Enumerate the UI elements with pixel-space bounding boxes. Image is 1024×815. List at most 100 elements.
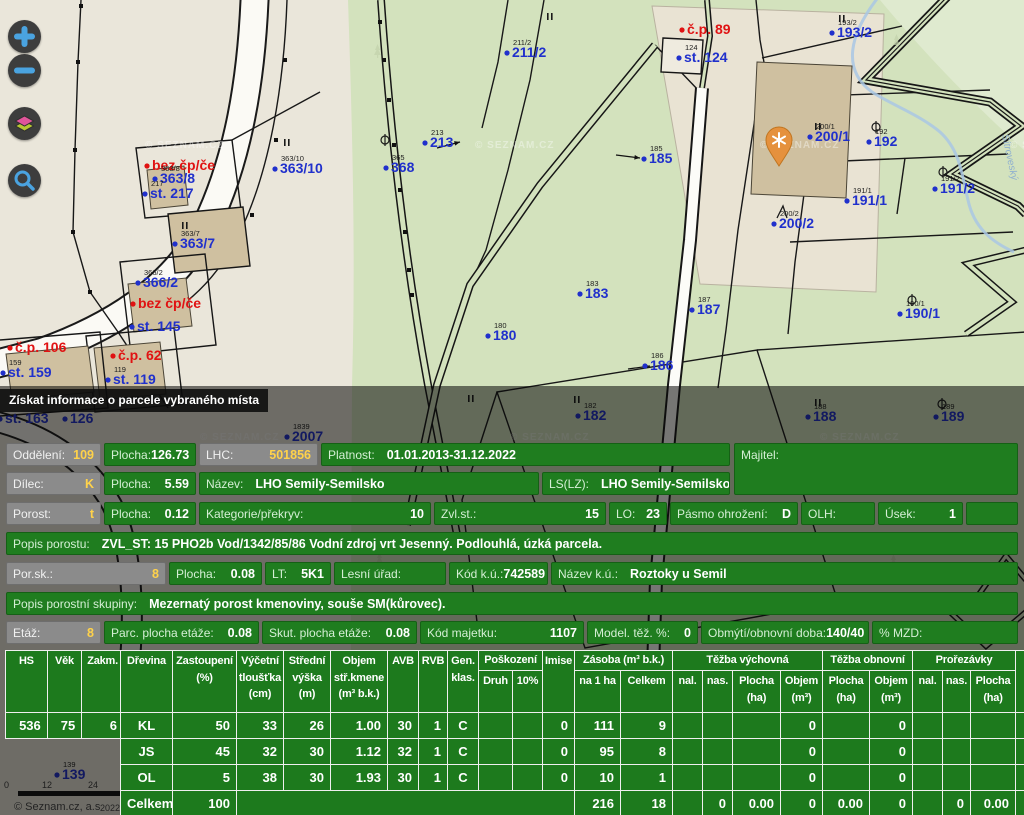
map-attribution: © Seznam.cz, a.s bbox=[14, 801, 101, 813]
field-value: 126.73 bbox=[151, 448, 189, 462]
column-header-zasoba-m-b-k: Zásoba (m³ b.k.) bbox=[575, 651, 673, 671]
species-mark-icon bbox=[182, 222, 184, 229]
field-value: 742589 bbox=[503, 567, 545, 581]
map-label-182: 182182 bbox=[575, 401, 606, 423]
cell: 0 bbox=[543, 739, 575, 765]
watermark: © SEZNAM.CZ bbox=[820, 432, 899, 443]
field-label: LT: bbox=[272, 567, 287, 581]
layers-icon bbox=[8, 107, 41, 140]
field-value: 23 bbox=[646, 507, 660, 521]
field-platnost: Platnost:01.01.2013-31.12.2022 bbox=[321, 443, 730, 466]
map-point bbox=[0, 370, 5, 375]
map-label-text: 189 bbox=[941, 408, 965, 424]
field-mzd: % MZD: bbox=[872, 621, 1018, 644]
field-label: Dílec: bbox=[13, 477, 44, 491]
cell bbox=[733, 713, 781, 739]
map-point bbox=[422, 140, 427, 145]
svg-text:12: 12 bbox=[42, 780, 52, 790]
field-value: 8 bbox=[87, 626, 94, 640]
subcolumn-header-plocha-ha: Plocha (ha) bbox=[971, 671, 1016, 713]
cell bbox=[673, 713, 703, 739]
hs-age-table: HSVěkZakm.536756 bbox=[5, 650, 124, 739]
cell: 1.12 bbox=[331, 739, 388, 765]
plus-icon bbox=[8, 20, 41, 53]
field-label: Plocha: bbox=[176, 567, 216, 581]
field-value: LHO Semily-Semilsko bbox=[601, 477, 730, 491]
cell: 0 bbox=[870, 739, 913, 765]
total-cell bbox=[913, 791, 943, 815]
cell: 30 bbox=[284, 739, 331, 765]
total-row: Celkem:1002161800.0000.00000.00 bbox=[121, 791, 1024, 815]
field-olh: OLH: bbox=[801, 502, 875, 525]
layers-button[interactable] bbox=[8, 107, 41, 140]
field-majitel: Majitel: bbox=[734, 443, 1018, 495]
watermark: © SEZNAM.CZ bbox=[475, 140, 554, 151]
map-label-text: bez čp/če bbox=[138, 295, 201, 311]
cell bbox=[943, 713, 971, 739]
field-pasmo-ohrozeni: Pásmo ohrožení:D bbox=[670, 502, 798, 525]
column-header-objem-str-kmene-m-b-k: Objem stř.kmene (m³ b.k.) bbox=[331, 651, 388, 713]
cell: JS bbox=[121, 739, 173, 765]
species-mark-icon bbox=[547, 13, 549, 20]
column-header-prorezavky: Prořezávky bbox=[913, 651, 1016, 671]
field-value: 5.59 bbox=[165, 477, 189, 491]
map-label-text: 186 bbox=[650, 357, 674, 373]
total-cell: 18 bbox=[621, 791, 673, 815]
column-header-poskozeni: Poškození bbox=[479, 651, 543, 671]
watermark: © SEZNAM.CZ bbox=[200, 432, 279, 443]
map-point bbox=[641, 156, 646, 161]
subcolumn-header-objem-m: Objem (m³) bbox=[870, 671, 913, 713]
column-header-zakm: Zakm. bbox=[82, 651, 124, 713]
column-header-rvb: RVB bbox=[419, 651, 448, 713]
search-icon bbox=[8, 164, 41, 197]
zoom-out-button[interactable] bbox=[8, 54, 41, 87]
cell bbox=[673, 765, 703, 791]
field-value: 0 bbox=[684, 626, 691, 640]
field-label: LO: bbox=[616, 507, 635, 521]
search-button[interactable] bbox=[8, 164, 41, 197]
cell bbox=[971, 739, 1016, 765]
subcolumn-header-na-1-ha: na 1 ha bbox=[575, 671, 621, 713]
cell: 95 bbox=[575, 739, 621, 765]
gis-forestry-app: Sítroveský bbox=[0, 0, 1024, 815]
cell: 30 bbox=[284, 765, 331, 791]
map-label-text: 211/2 bbox=[512, 44, 546, 60]
cell: 30 bbox=[388, 765, 419, 791]
field-label: Oddělení: bbox=[13, 448, 65, 462]
map-label-bez-cp-ce: bez čp/če bbox=[130, 295, 201, 311]
total-cell: 0 bbox=[781, 791, 823, 815]
cell bbox=[513, 765, 543, 791]
field-label: Název k.ú.: bbox=[558, 567, 618, 581]
cell: 0 bbox=[781, 739, 823, 765]
map-label-text: 193/2 bbox=[837, 24, 872, 40]
field-value: 1107 bbox=[550, 626, 577, 640]
field-value: 140/40 bbox=[826, 626, 864, 640]
total-cell: 0.00 bbox=[733, 791, 781, 815]
hs-value: 536 bbox=[6, 713, 48, 739]
cell bbox=[479, 765, 513, 791]
map-label-c-p-62: č.p. 62 bbox=[110, 347, 161, 363]
species-mark-icon bbox=[578, 396, 580, 403]
field-nazev: Název:LHO Semily-Semilsko bbox=[199, 472, 539, 495]
field-label: Úsek: bbox=[885, 507, 916, 521]
cell: 30 bbox=[388, 713, 419, 739]
field-label: Por.sk.: bbox=[13, 567, 53, 581]
total-cell bbox=[673, 791, 703, 815]
cell: 33 bbox=[237, 713, 284, 739]
cell bbox=[1016, 739, 1024, 765]
hs-value: 75 bbox=[47, 713, 81, 739]
cell bbox=[703, 713, 733, 739]
field-lesni-urad: Lesní úřad: bbox=[334, 562, 446, 585]
map-point bbox=[62, 416, 67, 421]
map-point bbox=[504, 50, 509, 55]
watermark: © SEZNAM.CZ bbox=[1010, 140, 1024, 151]
column-header-vycetni-tloustka-cm: Výčetní tloušťka (cm) bbox=[237, 651, 284, 713]
map-point bbox=[105, 377, 110, 382]
field-ls-lz: LS(LZ):LHO Semily-Semilsko bbox=[542, 472, 730, 495]
map-point bbox=[54, 772, 59, 777]
map-point bbox=[844, 198, 849, 203]
field-label: Plocha: bbox=[111, 507, 151, 521]
field-label: Platnost: bbox=[328, 448, 375, 462]
map-label-text: č.p. 62 bbox=[118, 347, 162, 363]
zoom-in-button[interactable] bbox=[8, 20, 41, 53]
